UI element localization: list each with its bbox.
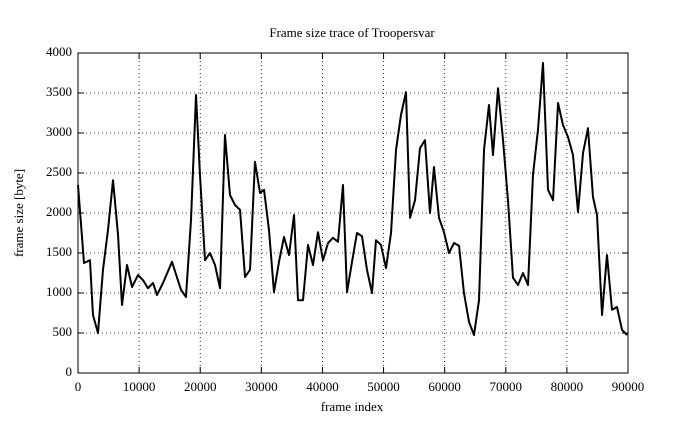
y-tick-label: 0 xyxy=(66,364,73,379)
plot-frame xyxy=(77,52,629,374)
x-tick-label: 70000 xyxy=(490,379,523,394)
x-tick-label: 10000 xyxy=(123,379,156,394)
x-tick-label: 30000 xyxy=(245,379,278,394)
x-tick-label: 40000 xyxy=(306,379,339,394)
x-tick-label: 80000 xyxy=(551,379,584,394)
x-tick-label: 50000 xyxy=(367,379,400,394)
y-tick-label: 2500 xyxy=(46,164,72,179)
x-tick-label: 0 xyxy=(75,379,82,394)
y-axis-label: frame size [byte] xyxy=(11,169,26,257)
y-tick-label: 2000 xyxy=(46,204,72,219)
x-axis-label: frame index xyxy=(321,399,384,414)
x-tick-label: 90000 xyxy=(612,379,645,394)
y-tick-label: 4000 xyxy=(46,44,72,59)
x-tick-label: 60000 xyxy=(428,379,461,394)
y-tick-label: 3500 xyxy=(46,84,72,99)
data-line xyxy=(77,62,628,336)
y-tick-label: 500 xyxy=(53,324,73,339)
y-tick-label: 1500 xyxy=(46,244,72,259)
y-tick-label: 1000 xyxy=(46,284,72,299)
y-tick-label: 3000 xyxy=(46,124,72,139)
x-tick-label: 20000 xyxy=(184,379,217,394)
chart-title: Frame size trace of Troopersvar xyxy=(269,25,435,40)
